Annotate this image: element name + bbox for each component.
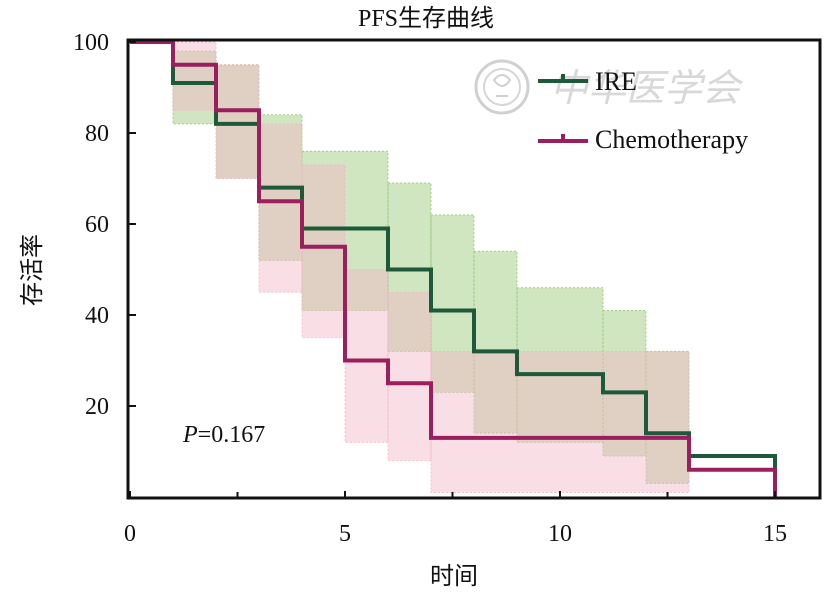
society-emblem-icon bbox=[474, 59, 530, 115]
confidence-bands bbox=[172, 41, 690, 493]
ci-band-chemotherapy bbox=[258, 123, 303, 293]
ci-band-ire bbox=[516, 287, 604, 443]
x-tick-label: 0 bbox=[124, 521, 136, 547]
ci-band-chemotherapy bbox=[301, 164, 346, 339]
legend-label-chemotherapy: Chemotherapy bbox=[595, 125, 748, 154]
legend-item-chemotherapy: Chemotherapy bbox=[538, 125, 748, 154]
x-tick-label: 5 bbox=[339, 521, 351, 547]
x-tick-label: 10 bbox=[548, 521, 572, 547]
ci-band-chemotherapy bbox=[387, 291, 432, 462]
p-label: P bbox=[182, 422, 198, 448]
chart-title: PFS生存曲线 bbox=[358, 5, 494, 32]
survival-curve-chemotherapy bbox=[130, 40, 777, 497]
legend: IRE Chemotherapy bbox=[538, 67, 748, 154]
y-tick-label: 20 bbox=[85, 394, 109, 420]
p-value: =0.167 bbox=[198, 422, 266, 448]
legend-item-ire: IRE bbox=[538, 67, 637, 96]
survival-curve-ire bbox=[130, 40, 777, 497]
ci-band-chemotherapy bbox=[344, 269, 389, 443]
ci-band-ire bbox=[473, 250, 518, 434]
y-tick-label: 100 bbox=[73, 30, 109, 56]
p-value-annotation: P=0.167 bbox=[182, 422, 265, 448]
plot-frame bbox=[126, 38, 822, 500]
survival-curves bbox=[130, 40, 777, 497]
ci-band-chemotherapy bbox=[172, 41, 217, 111]
y-tick-label: 80 bbox=[85, 121, 109, 147]
axis-ticks: 0 5 10 15 20 40 60 80 100 bbox=[73, 30, 787, 547]
y-tick-label: 40 bbox=[85, 303, 109, 329]
ci-band-chemotherapy bbox=[215, 64, 260, 179]
ci-band-ire bbox=[215, 64, 260, 179]
ci-band-ire bbox=[387, 182, 432, 352]
watermark: 中华医学会 bbox=[474, 59, 744, 115]
watermark-text: 中华医学会 bbox=[550, 66, 744, 110]
legend-label-ire: IRE bbox=[595, 67, 637, 96]
y-tick-label: 60 bbox=[85, 212, 109, 238]
x-tick-label: 15 bbox=[763, 521, 787, 547]
x-axis-label: 时间 bbox=[430, 562, 478, 590]
axes bbox=[126, 38, 822, 500]
y-axis-label: 存活率 bbox=[18, 234, 46, 306]
